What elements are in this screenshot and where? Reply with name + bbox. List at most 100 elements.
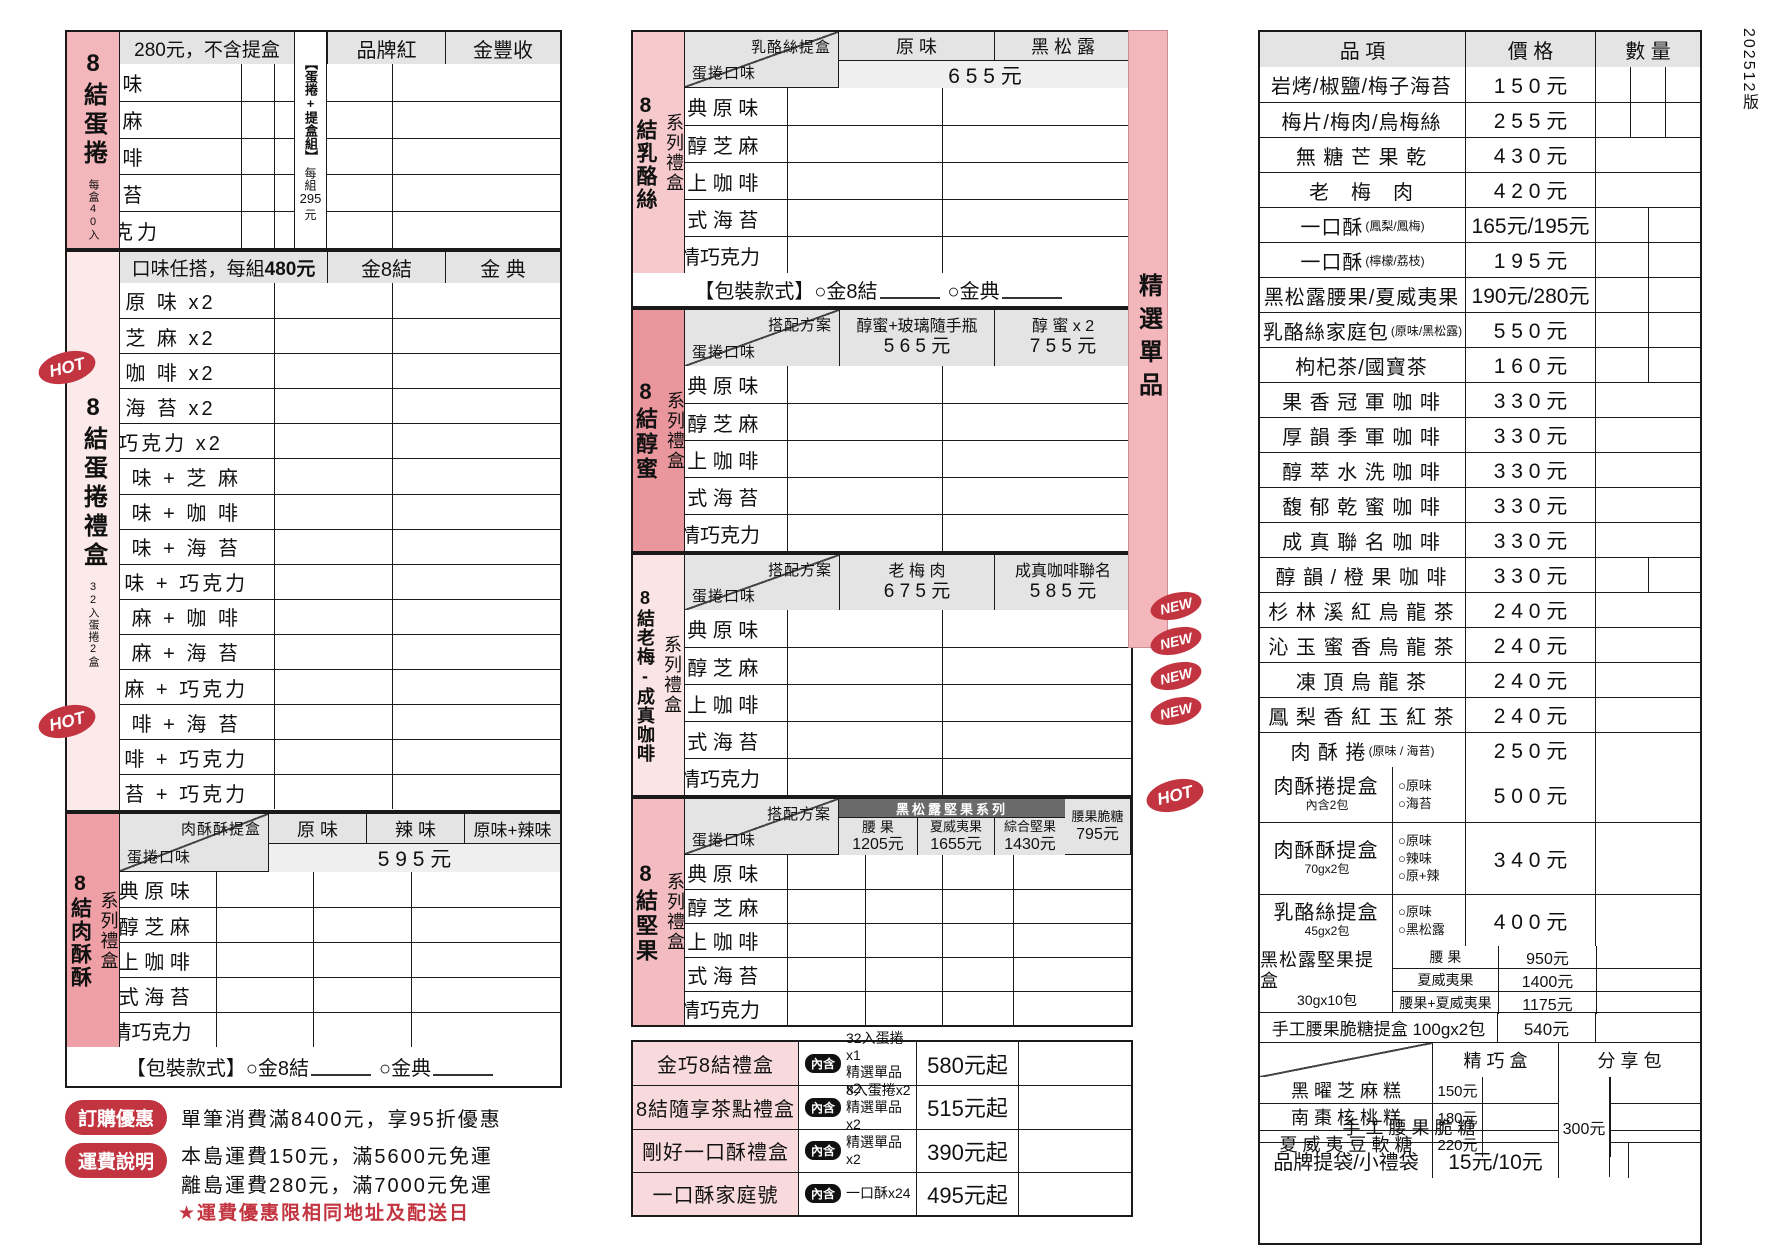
order-cell[interactable]: [787, 722, 942, 758]
order-cell[interactable]: [942, 855, 1013, 889]
order-cell[interactable]: [787, 441, 942, 477]
order-cell[interactable]: [392, 599, 507, 634]
order-cell[interactable]: [274, 354, 392, 389]
option-line[interactable]: ○辣味: [1398, 850, 1432, 866]
order-cell[interactable]: [274, 599, 392, 634]
order-cell[interactable]: [411, 872, 507, 907]
fill-in-blank[interactable]: [879, 281, 940, 299]
option-line[interactable]: ○原味: [1398, 777, 1432, 793]
order-cell[interactable]: [787, 610, 942, 647]
order-cell[interactable]: [942, 958, 1013, 991]
qty-cell[interactable]: [1647, 208, 1701, 242]
order-cell[interactable]: [392, 529, 507, 564]
order-cell[interactable]: [1610, 1131, 1700, 1157]
option-line[interactable]: 8入蛋捲x2: [846, 1082, 911, 1099]
order-cell[interactable]: [1482, 1077, 1558, 1103]
order-cell[interactable]: [942, 441, 1079, 477]
order-cell[interactable]: [274, 389, 392, 424]
order-cell[interactable]: [274, 775, 392, 810]
order-cell[interactable]: [274, 634, 392, 670]
order-cell[interactable]: [1596, 946, 1700, 968]
order-cell[interactable]: [942, 163, 1079, 199]
order-cell[interactable]: [942, 126, 1079, 162]
order-cell[interactable]: [865, 992, 942, 1025]
order-cell[interactable]: [1610, 1104, 1700, 1130]
qty-cell[interactable]: [1596, 523, 1700, 557]
qty-cell[interactable]: [1596, 663, 1700, 697]
option-line[interactable]: ○原味: [1398, 903, 1432, 919]
order-cell[interactable]: [411, 943, 507, 977]
order-cell[interactable]: [787, 685, 942, 721]
order-cell[interactable]: [1018, 1129, 1130, 1172]
qty-cell[interactable]: [1647, 348, 1701, 382]
order-cell[interactable]: [942, 515, 1079, 551]
order-cell[interactable]: [392, 494, 507, 529]
order-cell[interactable]: [392, 64, 507, 101]
option-line[interactable]: 一口酥x24: [846, 1185, 911, 1202]
order-cell[interactable]: [274, 64, 392, 101]
order-cell[interactable]: [392, 175, 507, 212]
qty-cell[interactable]: [1596, 173, 1700, 207]
qty-cell[interactable]: [1647, 243, 1701, 277]
qty-cell[interactable]: [1665, 67, 1700, 102]
package-option-classic[interactable]: ○金典: [379, 1058, 432, 1080]
package-option-gold8[interactable]: ○金8結: [245, 1058, 310, 1080]
order-cell[interactable]: [1013, 855, 1079, 889]
order-cell[interactable]: [1596, 969, 1700, 991]
package-option-gold8[interactable]: ○金8結: [814, 281, 878, 303]
order-cell[interactable]: [274, 705, 392, 740]
order-cell[interactable]: [1595, 895, 1700, 946]
order-cell[interactable]: [787, 890, 865, 923]
order-cell[interactable]: [274, 319, 392, 354]
order-cell[interactable]: [274, 283, 392, 319]
order-cell[interactable]: [274, 670, 392, 705]
order-cell[interactable]: [313, 1013, 411, 1047]
order-cell[interactable]: [313, 872, 411, 907]
order-cell[interactable]: [274, 459, 392, 494]
order-cell[interactable]: [392, 319, 507, 354]
order-cell[interactable]: [1013, 924, 1079, 957]
order-cell[interactable]: [865, 924, 942, 957]
qty-cell[interactable]: [1596, 628, 1700, 662]
order-cell[interactable]: [274, 529, 392, 564]
order-cell[interactable]: [1596, 992, 1700, 1014]
qty-cell[interactable]: [1596, 103, 1630, 137]
order-cell[interactable]: [787, 478, 942, 514]
qty-cell[interactable]: [1596, 383, 1700, 417]
option-line[interactable]: 精選單品x2: [846, 1063, 903, 1097]
order-cell[interactable]: [313, 943, 411, 977]
order-cell[interactable]: [216, 872, 313, 907]
order-cell[interactable]: [274, 564, 392, 599]
qty-cell[interactable]: [1596, 138, 1700, 172]
option-line[interactable]: ○原+辣: [1398, 868, 1440, 884]
qty-cell[interactable]: [1596, 453, 1700, 487]
qty-cell[interactable]: [1596, 67, 1630, 102]
package-option-classic[interactable]: ○金典: [947, 281, 1000, 303]
fill-in-blank[interactable]: [311, 1058, 372, 1076]
order-cell[interactable]: [392, 389, 507, 424]
qty-cell[interactable]: [1596, 593, 1700, 627]
order-cell[interactable]: [1013, 890, 1079, 923]
order-cell[interactable]: [274, 138, 392, 175]
qty-cell[interactable]: [1596, 278, 1648, 312]
qty-cell[interactable]: [1630, 67, 1665, 102]
qty-cell[interactable]: [1647, 558, 1701, 592]
order-cell[interactable]: [1018, 1042, 1130, 1086]
option-line[interactable]: ○海苔: [1398, 795, 1432, 811]
qty-cell[interactable]: [1596, 698, 1700, 732]
qty-cell[interactable]: [1596, 488, 1700, 522]
order-cell[interactable]: [274, 212, 392, 248]
qty-cell[interactable]: [1630, 103, 1665, 137]
order-cell[interactable]: [942, 759, 1079, 795]
order-cell[interactable]: [1610, 1077, 1700, 1103]
order-cell[interactable]: [392, 354, 507, 389]
fill-in-blank[interactable]: [1001, 281, 1062, 299]
order-cell[interactable]: [787, 648, 942, 684]
order-cell[interactable]: [274, 494, 392, 529]
option-line[interactable]: 32入蛋捲x1: [846, 1030, 904, 1063]
order-cell[interactable]: [274, 424, 392, 459]
order-cell[interactable]: [1595, 767, 1700, 822]
option-line[interactable]: ○黑松露: [1398, 921, 1445, 937]
order-cell[interactable]: [274, 175, 392, 212]
order-cell[interactable]: [787, 404, 942, 440]
